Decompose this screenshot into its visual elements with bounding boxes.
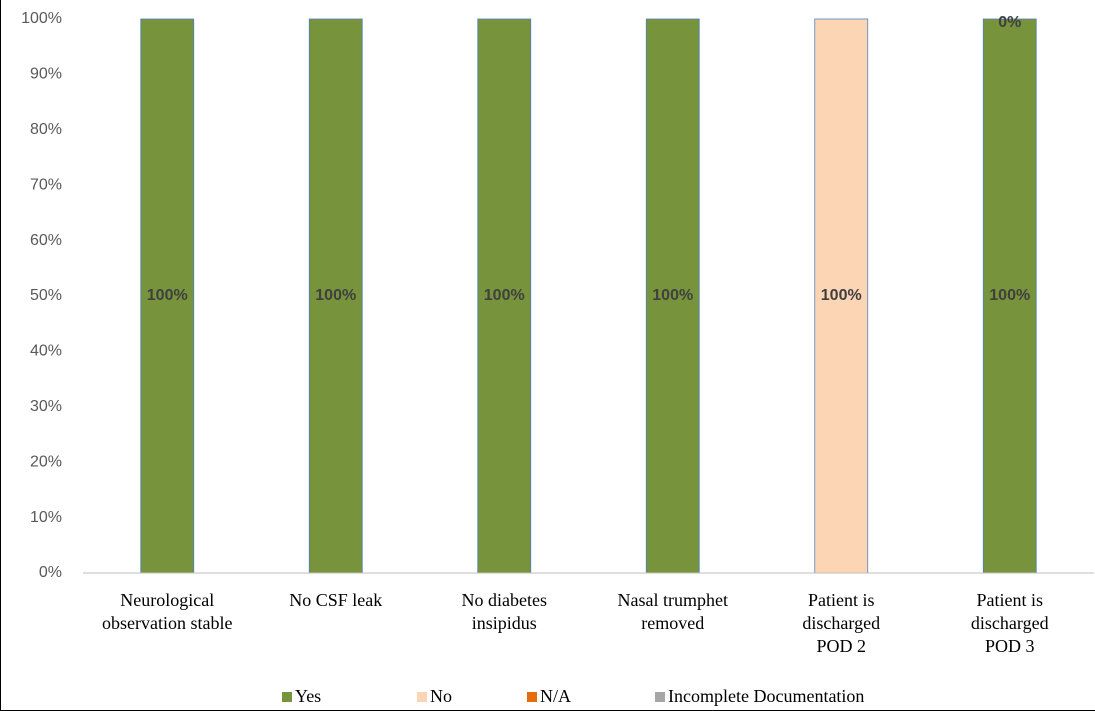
x-tick-label: POD 2 [816,636,866,656]
y-tick-label: 50% [30,287,62,304]
x-tick-label: discharged [971,613,1049,633]
x-tick-label: No CSF leak [289,590,382,610]
legend-label: Yes [295,686,321,706]
x-tick-label: No diabetes [462,590,547,610]
x-tick-label: Nasal trumphet [618,590,728,610]
bar-segment [477,18,532,574]
y-tick-label: 10% [30,509,62,526]
data-label: 100% [315,287,356,304]
y-tick-label: 40% [30,343,62,360]
x-tick-label: discharged [802,613,880,633]
y-tick-label: 30% [30,398,62,415]
legend-label: N/A [540,686,571,706]
x-tick-label: insipidus [472,613,537,633]
legend-label: Incomplete Documentation [668,686,864,706]
bar-segment [308,18,363,574]
bar-segment [140,18,195,574]
legend-swatch [527,692,537,702]
y-tick-label: 20% [30,453,62,470]
y-tick-label: 70% [30,176,62,193]
y-tick-label: 100% [21,10,62,27]
data-label: 100% [652,287,693,304]
y-tick-label: 90% [30,66,62,83]
x-tick-label: removed [641,613,704,633]
data-label: 100% [821,287,862,304]
x-tick-label: observation stable [102,613,232,633]
legend-swatch [417,692,427,702]
legend-label: No [430,686,452,706]
bar-segment [645,18,700,574]
data-label: 100% [147,287,188,304]
x-tick-label: Neurological [120,590,214,610]
data-label: 100% [484,287,525,304]
y-tick-label: 0% [39,564,62,581]
bar-segment [814,18,869,574]
legend-swatch [282,692,292,702]
data-label: 100% [989,287,1030,304]
y-tick-label: 80% [30,121,62,138]
bar-segment [982,18,1037,574]
data-label: 0% [998,14,1021,31]
x-tick-label: Patient is [808,590,875,610]
y-tick-label: 60% [30,232,62,249]
x-tick-label: Patient is [977,590,1044,610]
x-tick-label: POD 3 [985,636,1035,656]
legend-swatch [655,692,665,702]
